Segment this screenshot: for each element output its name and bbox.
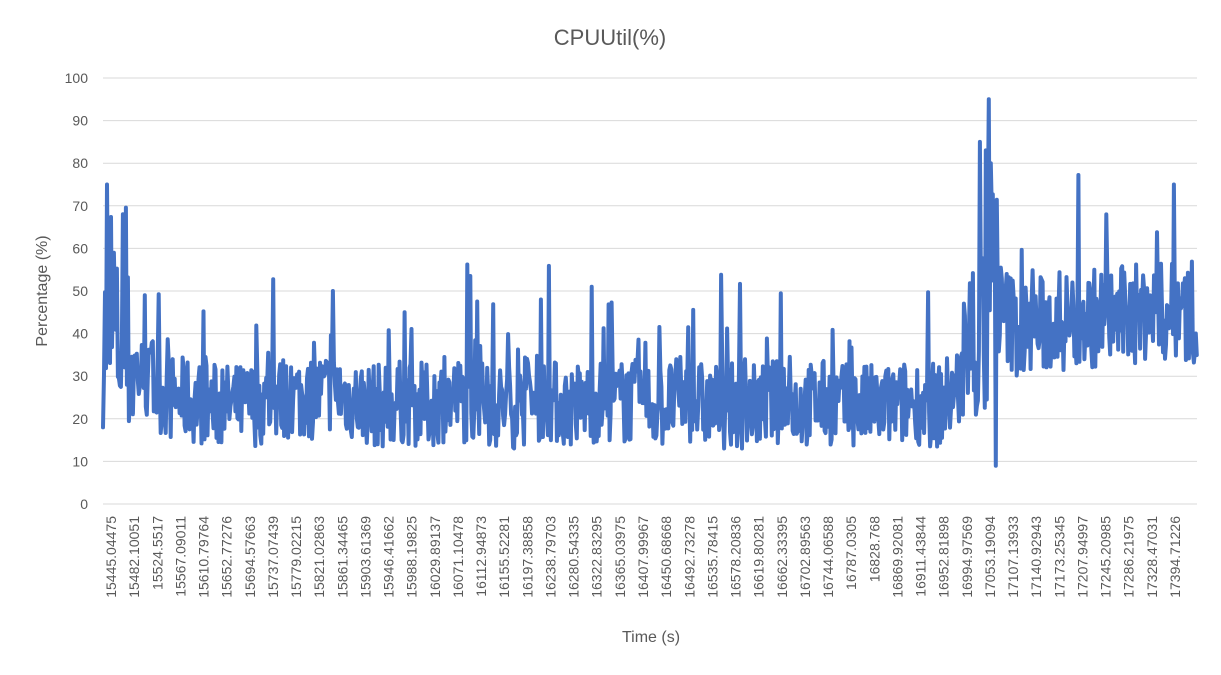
y-tick-label: 40 [72, 326, 88, 342]
x-tick-label: 16787.0305 [843, 516, 859, 590]
x-tick-label: 15652.77276 [219, 516, 235, 598]
y-axis-ticks: 0 10 20 30 40 50 60 70 80 90 100 [65, 70, 89, 512]
x-tick-label: 17207.94997 [1074, 516, 1090, 598]
series-layer [101, 97, 1199, 468]
x-tick-label: 16619.80281 [751, 516, 767, 598]
x-tick-label: 16702.89563 [797, 516, 813, 598]
x-tick-label: 17140.92943 [1028, 516, 1044, 598]
y-tick-label: 20 [72, 411, 88, 427]
x-tick-label: 16662.33395 [774, 516, 790, 598]
x-tick-label: 15946.41662 [381, 516, 397, 598]
x-tick-label: 16155.52281 [496, 516, 512, 598]
x-tick-label: 16535.78415 [704, 516, 720, 598]
x-tick-label: 15524.5517 [149, 516, 165, 590]
x-tick-label: 17245.20985 [1098, 516, 1114, 598]
chart-title: CPUUtil(%) [554, 25, 666, 50]
x-tick-label: 15482.10051 [126, 516, 142, 598]
x-tick-label: 16197.38858 [519, 516, 535, 598]
x-tick-label: 16029.89137 [427, 516, 443, 598]
x-tick-label: 15737.07439 [265, 516, 281, 598]
y-tick-label: 10 [72, 453, 88, 469]
x-tick-label: 16828.768 [866, 516, 882, 582]
x-tick-label: 17053.19094 [982, 516, 998, 598]
x-axis-ticks: 15445.04475 15482.10051 15524.5517 15567.09… [103, 516, 1183, 598]
x-tick-label: 15988.19825 [404, 516, 420, 598]
x-tick-label: 17173.25345 [1051, 516, 1067, 598]
series-line-cpuutil [101, 97, 1199, 468]
x-tick-label: 16280.54335 [566, 516, 582, 598]
x-tick-label: 16492.73278 [681, 516, 697, 598]
y-tick-label: 70 [72, 198, 88, 214]
y-tick-label: 60 [72, 240, 88, 256]
x-tick-label: 16744.06588 [820, 516, 836, 598]
x-tick-label: 16112.94873 [473, 516, 489, 597]
x-tick-label: 16450.68668 [658, 516, 674, 598]
x-tick-label: 15861.34465 [334, 516, 350, 598]
x-tick-label: 16365.03975 [612, 516, 628, 598]
x-tick-label: 15821.02863 [311, 516, 327, 598]
x-tick-label: 17107.13933 [1005, 516, 1021, 598]
x-tick-label: 15567.09011 [172, 516, 188, 597]
y-tick-label: 90 [72, 113, 88, 129]
x-tick-label: 16578.20836 [728, 516, 744, 598]
y-tick-label: 0 [80, 496, 88, 512]
x-tick-label: 15610.79764 [196, 516, 212, 598]
x-tick-label: 16869.92081 [889, 516, 905, 598]
x-tick-label: 15903.61369 [357, 516, 373, 598]
x-tick-label: 17286.21975 [1121, 516, 1137, 598]
y-tick-label: 30 [72, 368, 88, 384]
y-tick-label: 50 [72, 283, 88, 299]
x-tick-label: 15445.04475 [103, 516, 119, 598]
y-tick-label: 100 [65, 70, 89, 86]
x-tick-label: 16994.97569 [959, 516, 975, 598]
x-tick-label: 17328.47031 [1144, 516, 1160, 598]
y-axis-label: Percentage (%) [34, 235, 51, 346]
x-tick-label: 16238.79703 [542, 516, 558, 598]
x-axis-label: Time (s) [622, 629, 680, 646]
x-tick-label: 16322.83295 [589, 516, 605, 598]
x-tick-label: 15694.57663 [242, 516, 258, 598]
x-tick-label: 17394.71226 [1167, 516, 1183, 598]
x-tick-label: 16407.99967 [635, 516, 651, 598]
x-tick-label: 16911.43844 [913, 516, 929, 597]
x-tick-label: 16071.10478 [450, 516, 466, 598]
x-tick-label: 16952.81898 [936, 516, 952, 598]
x-tick-label: 15779.02215 [288, 516, 304, 598]
y-tick-label: 80 [72, 155, 88, 171]
